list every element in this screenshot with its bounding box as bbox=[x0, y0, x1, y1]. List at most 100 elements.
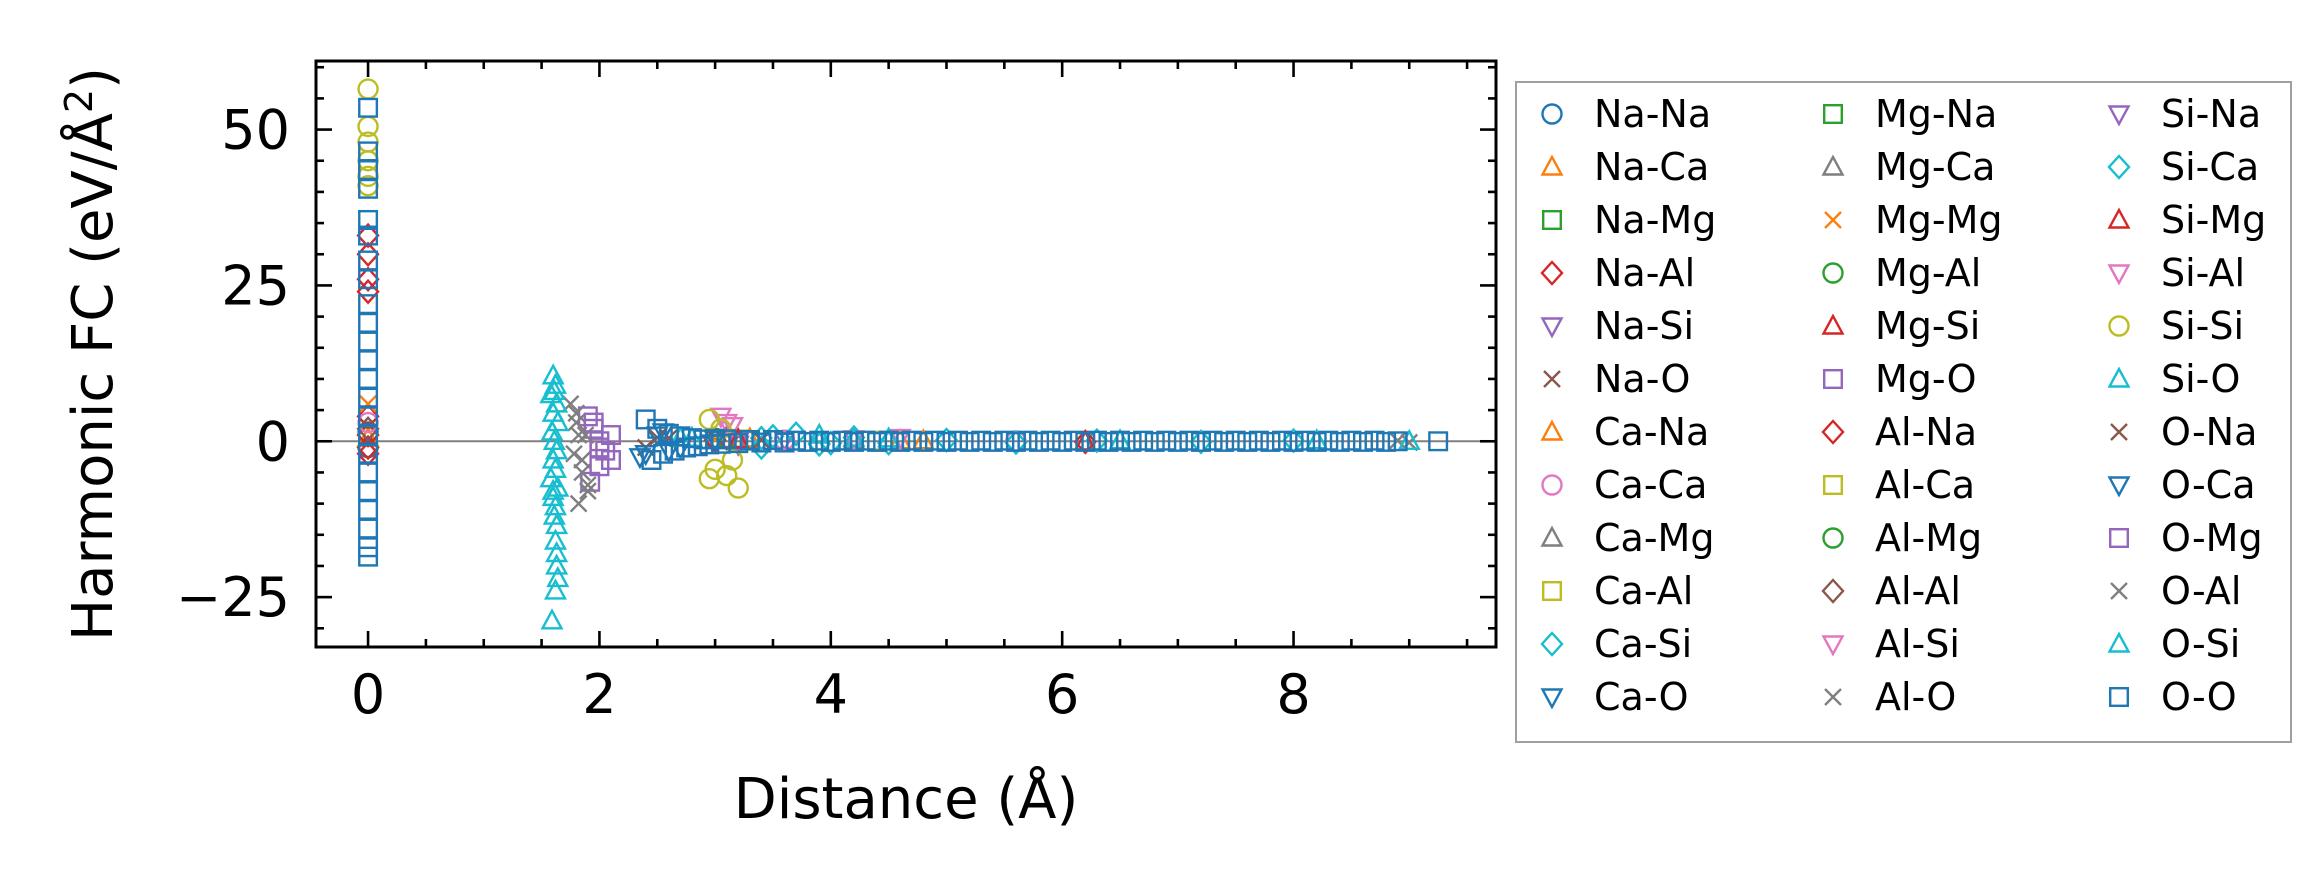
legend-label: Ca-O bbox=[1594, 675, 1689, 719]
data-point-o-o bbox=[358, 209, 379, 230]
legend-item: Si-Si bbox=[2108, 304, 2244, 348]
y-tick-label: 25 bbox=[221, 254, 290, 317]
legend-item: Si-Na bbox=[2107, 92, 2261, 136]
legend-label: Na-Na bbox=[1594, 92, 1711, 136]
plot-frame bbox=[314, 59, 1498, 649]
data-point-al-na bbox=[1073, 429, 1097, 455]
legend-item: Al-Na bbox=[1821, 410, 1977, 454]
data-point-o-o bbox=[1318, 430, 1339, 451]
legend: Na-Na Na-Ca Na-Mg Na-Al Na-Si Na-O Ca-Na Ca-Ca C… bbox=[1515, 81, 2292, 743]
legend-item: Al-Al bbox=[1821, 569, 1961, 613]
legend-label: Si-Na bbox=[2161, 92, 2261, 136]
data-point-si-o bbox=[540, 608, 564, 630]
x-tick-label: 2 bbox=[582, 663, 616, 726]
legend-item: Si-Al bbox=[2107, 251, 2245, 295]
data-point-o-o bbox=[1075, 431, 1096, 452]
legend-label: Al-Na bbox=[1875, 410, 1977, 454]
data-point-ca-si bbox=[1189, 429, 1213, 455]
data-point-al-o bbox=[573, 463, 591, 482]
data-point-o-o bbox=[832, 430, 853, 451]
data-point-o-al bbox=[567, 404, 586, 423]
data-point-o-o bbox=[1260, 431, 1281, 452]
data-point-o-o bbox=[1017, 430, 1038, 451]
legend-label: Ca-Al bbox=[1594, 569, 1693, 613]
legend-marker bbox=[1822, 262, 1844, 284]
y-axis-label-superscript: 2 bbox=[57, 89, 101, 113]
plot-area: 0 2 4 6 8 −25 0 25 50 bbox=[176, 59, 1498, 726]
legend-marker bbox=[1543, 370, 1561, 388]
legend-marker bbox=[2108, 687, 2129, 708]
data-point-si-o bbox=[542, 428, 566, 450]
data-point-o-o bbox=[653, 443, 674, 464]
legend-marker bbox=[1822, 103, 1843, 124]
legend-marker bbox=[1822, 369, 1843, 390]
data-point-o-o bbox=[1167, 431, 1188, 452]
legend-marker bbox=[1824, 688, 1842, 706]
data-point-ca-si bbox=[807, 431, 831, 458]
legend-marker bbox=[2107, 366, 2131, 388]
legend-label: Na-Al bbox=[1594, 251, 1695, 295]
legend-marker bbox=[1822, 475, 1843, 496]
legend-marker bbox=[1540, 525, 1564, 547]
data-point-o-o bbox=[358, 269, 379, 290]
legend-marker bbox=[2107, 476, 2131, 498]
data-point-o-ca bbox=[703, 430, 727, 452]
data-point-o-o bbox=[751, 432, 772, 453]
data-point-mg-si bbox=[1073, 429, 1097, 451]
data-point-o-o bbox=[358, 331, 379, 352]
data-point-o-o bbox=[358, 312, 379, 333]
legend-item: Ca-O bbox=[1540, 675, 1689, 719]
data-point-o-o bbox=[867, 431, 888, 452]
legend-item: O-O bbox=[2108, 675, 2237, 719]
data-point-o-o bbox=[358, 368, 379, 389]
data-point-o-o bbox=[1306, 431, 1327, 452]
legend-marker bbox=[2107, 154, 2131, 180]
data-point-mg-o bbox=[583, 418, 604, 439]
legend-item: Ca-Na bbox=[1540, 410, 1709, 454]
legend-label: Mg-Al bbox=[1875, 251, 1981, 295]
data-point-o-o bbox=[959, 431, 980, 452]
data-point-o-o bbox=[797, 431, 818, 452]
legend-item: O-Mg bbox=[2108, 516, 2263, 560]
legend-item: Mg-Si bbox=[1821, 304, 1980, 348]
data-point-al-o bbox=[576, 426, 595, 444]
y-axis-label-close: ) bbox=[61, 67, 126, 89]
data-point-o-al bbox=[569, 426, 588, 444]
legend-marker bbox=[1540, 317, 1564, 339]
data-point-o-o bbox=[1329, 431, 1350, 452]
legend-item: Na-O bbox=[1543, 357, 1690, 401]
data-point-na-al bbox=[356, 222, 380, 249]
data-point-o-o bbox=[1341, 430, 1362, 451]
legend-label: Ca-Mg bbox=[1594, 516, 1714, 560]
legend-marker bbox=[2107, 264, 2131, 286]
legend-label: Al-O bbox=[1875, 675, 1956, 719]
data-point-o-o bbox=[901, 430, 922, 451]
data-point-mg-mg bbox=[359, 395, 377, 413]
legend-label: Si-Al bbox=[2161, 251, 2245, 295]
data-point-o-ca bbox=[668, 438, 692, 461]
data-point-o-o bbox=[1110, 430, 1131, 451]
legend-item: Na-Na bbox=[1541, 92, 1711, 136]
data-point-o-o bbox=[1352, 431, 1373, 452]
legend-label: Al-Ca bbox=[1875, 463, 1975, 507]
legend-label: O-Al bbox=[2161, 569, 2241, 613]
data-point-si-si bbox=[721, 449, 744, 471]
data-point-ca-na bbox=[911, 428, 935, 450]
legend-label: Si-Mg bbox=[2161, 198, 2266, 242]
legend-item: Al-Ca bbox=[1822, 463, 1975, 507]
data-point-o-o bbox=[1098, 431, 1119, 452]
data-point-o-o bbox=[739, 430, 760, 451]
legend-label: O-Ca bbox=[2161, 463, 2256, 507]
legend-marker bbox=[2107, 631, 2131, 653]
y-axis-label-main: Harmonic FC (eV/Å bbox=[60, 113, 126, 641]
data-point-o-o bbox=[1248, 430, 1269, 451]
legend-marker bbox=[1541, 474, 1563, 496]
legend-item: Mg-O bbox=[1822, 357, 1977, 401]
data-point-ca-si bbox=[784, 421, 808, 447]
legend-label: Si-Si bbox=[2161, 304, 2244, 348]
data-point-o-o bbox=[1179, 430, 1200, 451]
data-point-o-o bbox=[786, 430, 807, 451]
legend-marker bbox=[1540, 154, 1564, 176]
data-point-o-o bbox=[1295, 430, 1316, 451]
data-point-o-si bbox=[1108, 428, 1132, 450]
